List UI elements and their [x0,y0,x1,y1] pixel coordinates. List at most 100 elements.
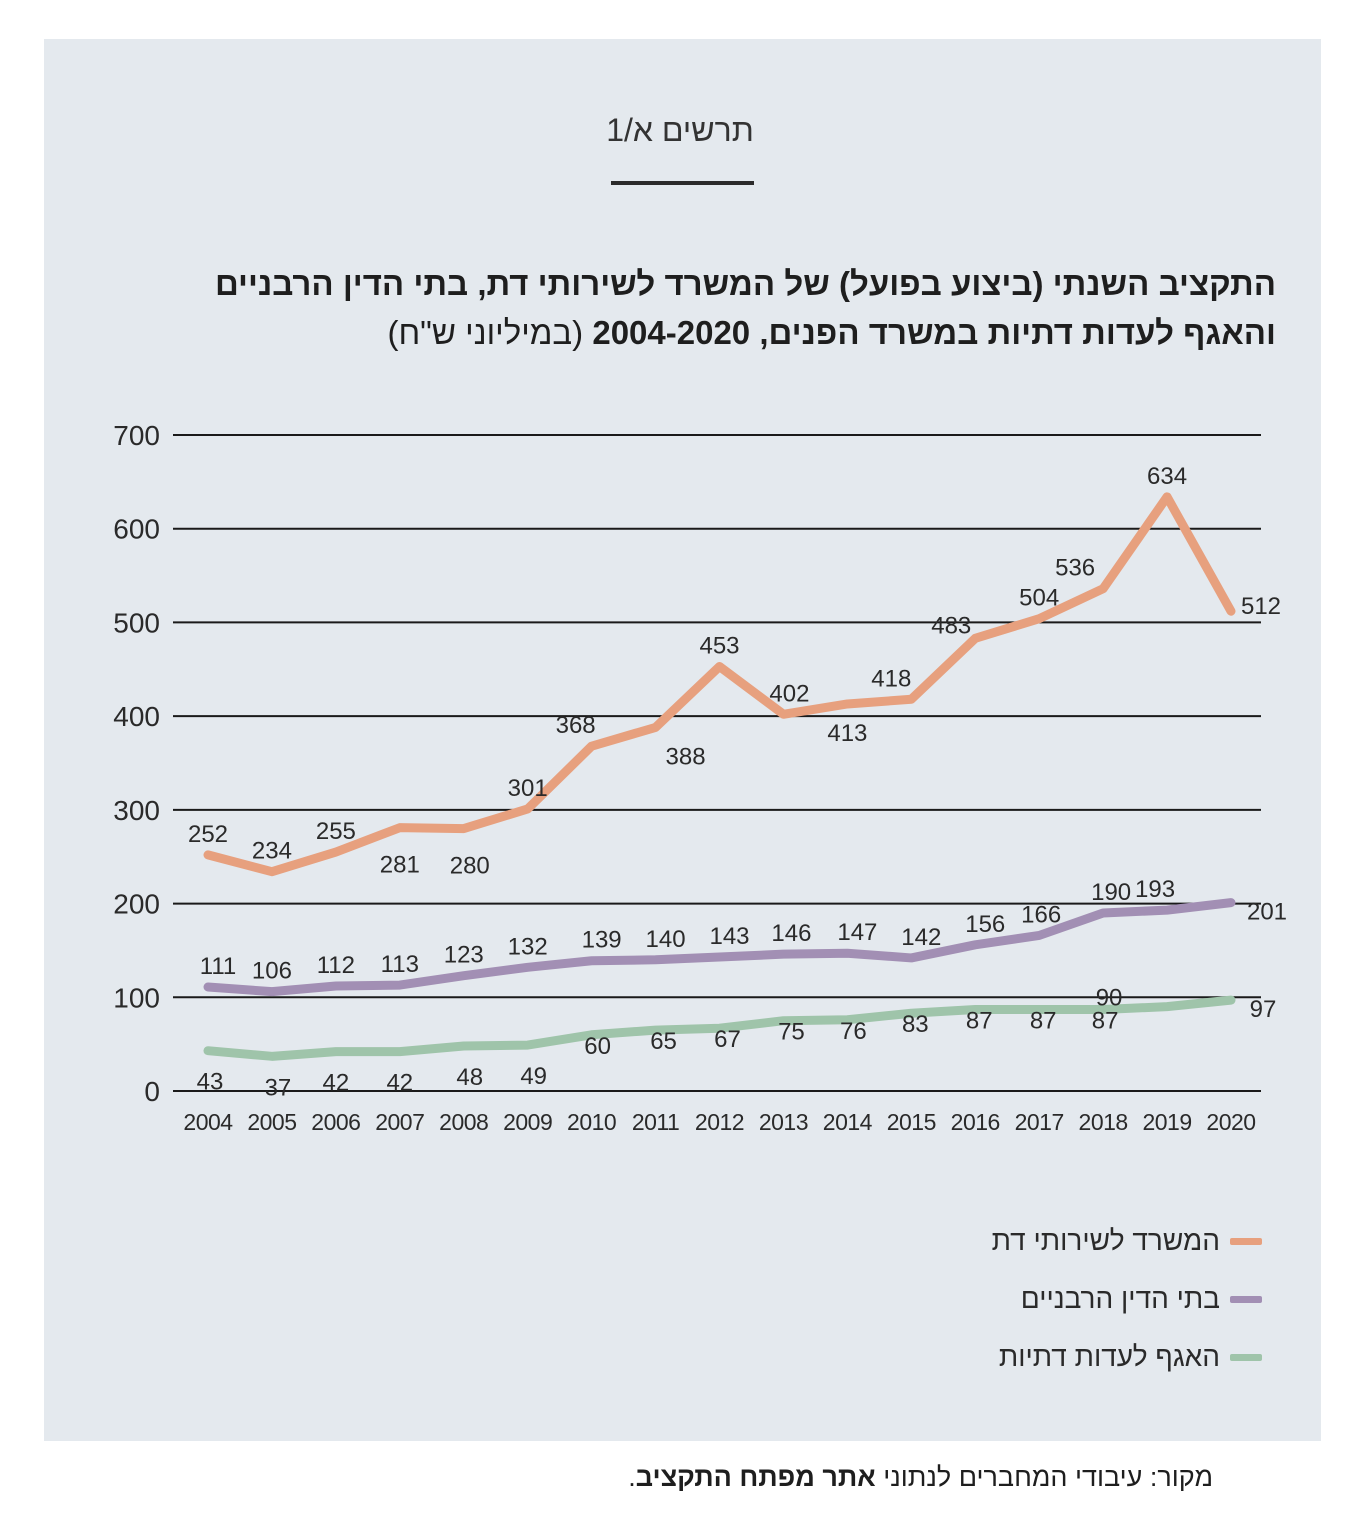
source-link-text: אתר מפתח התקציב [635,1462,876,1492]
data-label: 42 [323,1070,350,1097]
data-label: 48 [456,1064,483,1091]
x-tick-label: 2004 [183,1109,233,1135]
data-label: 76 [840,1018,867,1045]
data-label: 201 [1247,899,1287,926]
data-label: 75 [778,1019,805,1046]
x-tick-label: 2007 [375,1109,424,1135]
source-suffix: . [628,1462,636,1492]
x-tick-label: 2005 [247,1109,296,1135]
x-tick-label: 2009 [503,1109,552,1135]
data-label: 634 [1147,463,1187,490]
series-line [203,995,1236,1061]
data-label: 112 [317,952,355,979]
data-label: 166 [1021,901,1061,928]
x-tick-label: 2008 [439,1109,488,1135]
data-label: 90 [1096,985,1123,1012]
data-label: 132 [508,933,548,960]
data-label: 234 [252,838,292,865]
legend-item: האגף לעדות דתיות [992,1328,1262,1386]
data-label: 252 [188,821,228,848]
y-tick-label: 300 [113,795,160,826]
chart-title-line2: והאגף לעדות דתיות במשרד הפנים, 2004-2020… [387,314,1276,352]
legend-label: האגף לעדות דתיות [998,1341,1220,1372]
x-tick-label: 2018 [1079,1109,1128,1135]
data-label: 255 [316,818,356,845]
x-tick-label: 2014 [823,1109,873,1135]
y-tick-label: 600 [113,514,160,545]
series-line [203,492,1236,877]
data-label: 87 [1030,1007,1057,1034]
chart-title-line1: התקציב השנתי (ביצוע בפועל) של המשרד לשיר… [214,265,1276,302]
data-label: 483 [931,612,971,639]
data-label: 453 [699,632,739,659]
y-tick-label: 500 [113,607,160,638]
legend-item: בתי הדין הרבניים [992,1270,1262,1328]
data-label: 43 [197,1069,224,1096]
series-line [203,898,1236,997]
data-label: 60 [584,1033,611,1060]
source-prefix: מקור: עיבודי המחברים לנתוני [875,1462,1213,1492]
data-label: 193 [1135,876,1175,903]
data-label: 280 [450,853,490,880]
data-label: 42 [386,1070,413,1097]
chart-title-unit: (במיליוני ש"ח) [387,314,584,351]
chart-panel [44,39,1321,1441]
data-label: 368 [556,712,596,739]
legend-label: בתי הדין הרבניים [1020,1283,1220,1314]
data-label: 413 [827,720,867,747]
legend-swatch [1230,1237,1262,1245]
data-label: 139 [582,927,622,954]
data-label: 87 [966,1007,993,1034]
data-label: 37 [265,1074,292,1101]
source-note: מקור: עיבודי המחברים לנתוני אתר מפתח התק… [628,1462,1213,1493]
figure-label-underline [611,181,754,185]
data-label: 87 [1092,1007,1119,1034]
data-label: 106 [252,958,292,985]
legend-label: המשרד לשירותי דת [991,1225,1220,1256]
x-tick-label: 2016 [951,1109,1000,1135]
x-tick-label: 2012 [695,1109,744,1135]
line-chart: 0 100 200 300 400 500 600 700 2004 2005 2006 2007 20… [113,420,1287,1135]
legend-item: המשרד לשירותי דת [992,1212,1262,1270]
x-tick-label: 2010 [567,1109,616,1135]
chart-legend: המשרד לשירותי דת בתי הדין הרבניים האגף לעד… [992,1212,1262,1386]
chart-title-line2-main: והאגף לעדות דתיות במשרד הפנים, 2004-2020 [592,314,1276,351]
data-label: 146 [771,920,811,947]
x-tick-label: 2011 [632,1109,679,1135]
legend-swatch [1230,1295,1262,1303]
y-tick-label: 400 [113,701,160,732]
data-label: 65 [650,1028,677,1055]
data-label: 142 [901,924,941,951]
data-label: 301 [508,775,548,802]
y-tick-label: 200 [113,889,160,920]
data-label: 67 [714,1026,741,1053]
data-label: 147 [837,919,877,946]
data-label: 418 [871,665,911,692]
data-label: 113 [381,951,419,978]
data-label: 190 [1091,879,1131,906]
x-tick-label: 2006 [311,1109,360,1135]
data-label: 143 [709,923,749,950]
data-label: 49 [520,1063,547,1090]
data-label: 536 [1055,555,1095,582]
y-tick-label: 0 [144,1076,160,1107]
x-tick-label: 2020 [1206,1109,1255,1135]
x-tick-label: 2017 [1015,1109,1064,1135]
data-label: 388 [666,743,706,770]
figure-label: תרשים א/1 [606,112,754,148]
data-label: 123 [444,942,484,969]
y-tick-label: 700 [113,420,160,451]
x-tick-label: 2019 [1142,1109,1191,1135]
y-tick-label: 100 [113,982,160,1013]
data-label: 156 [965,911,1005,938]
data-label: 140 [646,926,686,953]
data-label: 97 [1250,996,1277,1023]
data-label: 402 [769,680,809,707]
data-label: 281 [380,852,420,879]
data-label: 83 [902,1011,929,1038]
data-label: 512 [1241,593,1281,620]
data-label: 504 [1019,585,1059,612]
data-label: 111 [200,953,236,980]
legend-swatch [1230,1353,1262,1361]
x-tick-label: 2013 [759,1109,808,1135]
